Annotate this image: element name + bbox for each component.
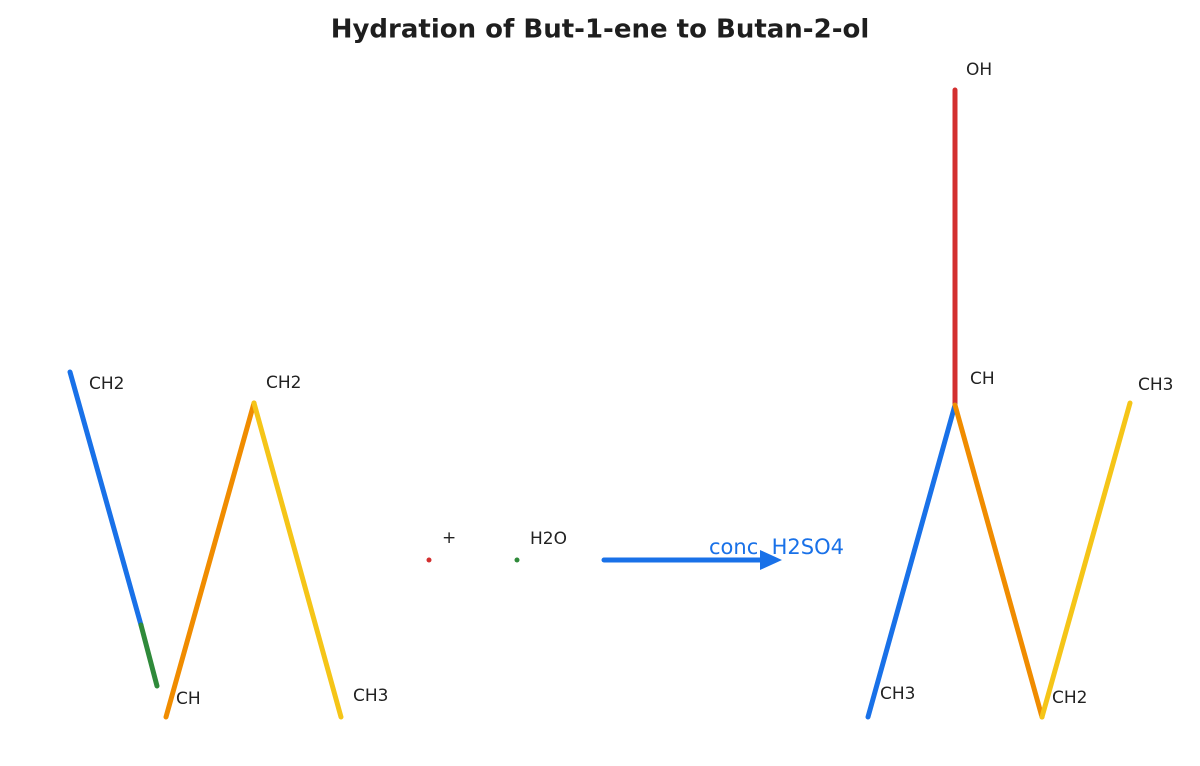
atom-label: CH [176,689,201,709]
atom-label: CH3 [880,684,915,704]
title: Hydration of But-1-ene to Butan-2-ol [331,15,870,45]
atom-label: CH2 [1052,688,1087,708]
atom-label: OH [966,60,992,80]
bond [67,369,144,628]
plus-sign: + [442,528,456,548]
bond [138,622,160,689]
bond [163,400,257,720]
bond [1039,400,1133,720]
atom-label: CH2 [266,373,301,393]
atom-label: CH [970,369,995,389]
catalyst-label: conc. H2SO4 [709,535,844,559]
dot [426,557,432,563]
bond [865,402,958,720]
dot [514,557,520,563]
atom-label: CH3 [1138,375,1173,395]
water-label: H2O [530,529,567,549]
atom-label: CH2 [89,374,124,394]
atom-label: CH3 [353,686,388,706]
arrow-head [760,550,782,570]
bond [952,402,1045,720]
bond [251,400,344,720]
